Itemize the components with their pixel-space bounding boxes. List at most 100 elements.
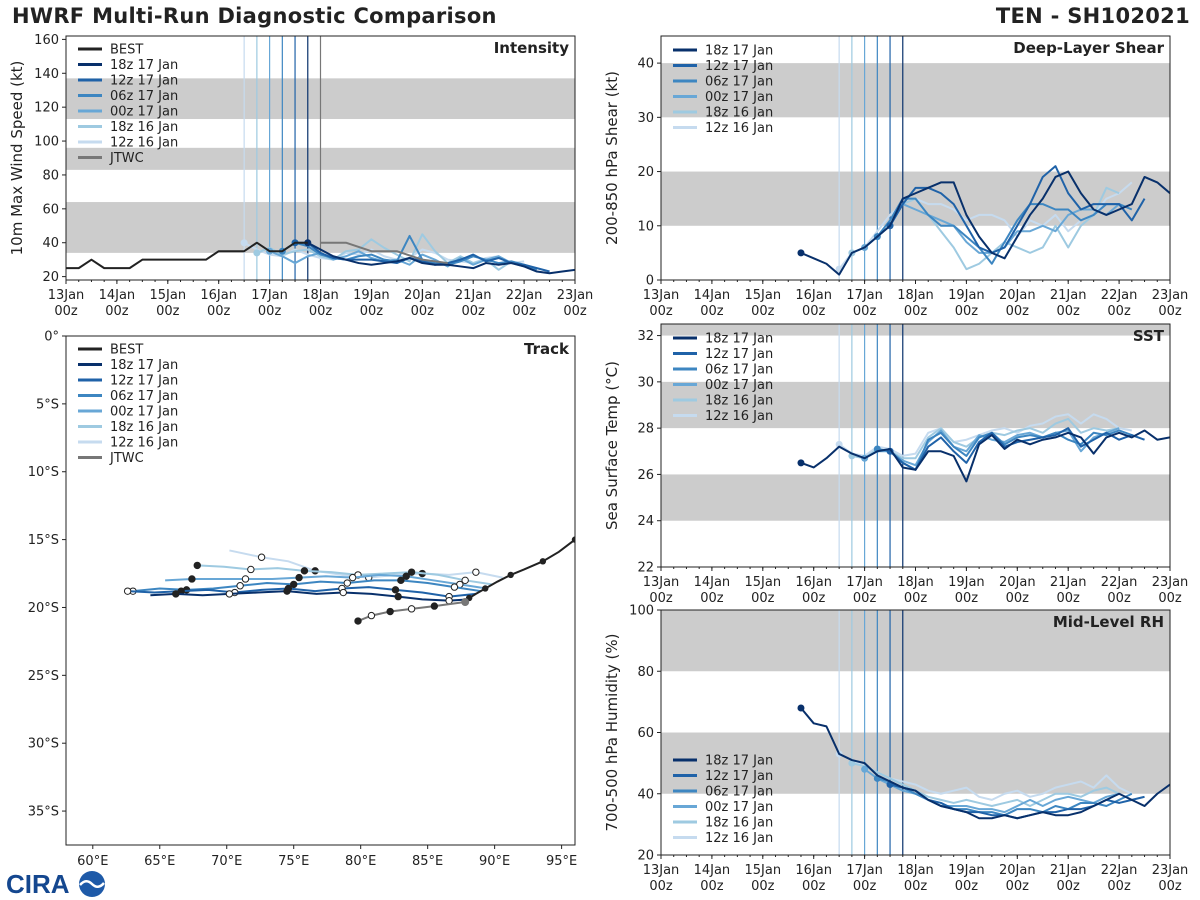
track-point xyxy=(343,579,351,587)
track-point xyxy=(571,536,575,543)
x-tick-label: 00z xyxy=(462,304,486,319)
y-tick-label: 80 xyxy=(42,168,59,183)
x-tick-label: 00z xyxy=(258,304,282,319)
series-line xyxy=(800,707,1170,820)
main-title: HWRF Multi-Run Diagnostic Comparison xyxy=(12,4,497,28)
legend-label: 06z 17 Jan xyxy=(110,389,178,404)
x-tick-label: 21Jan xyxy=(455,288,492,303)
x-tick-label: 14Jan xyxy=(694,863,731,878)
x-tick-label: 00z xyxy=(751,591,775,606)
y-tick-label: 60 xyxy=(42,202,59,217)
series-line xyxy=(800,429,1170,483)
x-tick-label: 00z xyxy=(700,591,724,606)
y-tick-label: 140 xyxy=(34,67,59,82)
legend-label: 12z 16 Jan xyxy=(110,136,178,151)
x-tick-label: 00z xyxy=(1006,591,1030,606)
x-tick-label: 80°E xyxy=(345,854,376,869)
y-tick-label: 15°S xyxy=(28,533,59,548)
y-tick-label: 30 xyxy=(637,375,654,390)
track-point xyxy=(450,583,459,591)
track-point xyxy=(367,611,376,620)
series-line xyxy=(877,429,1133,471)
x-tick-label: 13Jan xyxy=(48,288,85,303)
series-start-point xyxy=(253,249,261,257)
legend-label: 12z 16 Jan xyxy=(705,831,773,846)
x-tick-label: 23Jan xyxy=(1152,288,1189,303)
series-start-point xyxy=(240,239,248,247)
track-point xyxy=(290,580,298,589)
track-current-position xyxy=(461,598,470,607)
y-tick-label: 40 xyxy=(637,787,654,802)
x-tick-label: 85°E xyxy=(412,854,443,869)
y-tick-label: 20 xyxy=(637,849,654,864)
y-tick-label: 30 xyxy=(637,111,654,126)
panel-shear: 01020304013Jan00z14Jan00z15Jan00z16Jan00… xyxy=(603,35,1189,319)
x-tick-label: 00z xyxy=(1057,879,1081,894)
track-point xyxy=(339,588,347,597)
y-tick-label: 30°S xyxy=(28,737,59,752)
y-axis-label: 200-850 hPa Shear (kt) xyxy=(603,71,621,245)
y-tick-label: 40 xyxy=(637,57,654,72)
series-line xyxy=(864,768,1120,814)
series-line xyxy=(295,241,550,273)
legend-label: 06z 17 Jan xyxy=(705,75,773,90)
x-tick-label: 00z xyxy=(1057,591,1081,606)
y-tick-label: 5°S xyxy=(36,397,59,412)
series-line xyxy=(320,241,448,265)
x-tick-label: 00z xyxy=(105,304,129,319)
x-tick-label: 00z xyxy=(1158,591,1182,606)
series-start-point xyxy=(797,704,805,712)
x-tick-label: 95°E xyxy=(546,854,577,869)
x-tick-label: 00z xyxy=(1158,304,1182,319)
y-tick-label: 100 xyxy=(34,135,59,150)
legend-label: 06z 17 Jan xyxy=(705,785,773,800)
x-tick-label: 00z xyxy=(802,304,826,319)
x-tick-label: 23Jan xyxy=(1152,863,1189,878)
series-start-point xyxy=(835,440,843,448)
x-tick-label: 00z xyxy=(700,304,724,319)
panel-track: 0° 5°S 10°S 15°S 20°S 25°S 30°S 35°S 60°E 65°E 70°… xyxy=(28,330,578,870)
x-tick-label: 15Jan xyxy=(745,288,782,303)
legend-label: JTWC xyxy=(109,451,144,466)
x-tick-label: 19Jan xyxy=(948,575,985,590)
legend-label: 12z 17 Jan xyxy=(705,769,773,784)
x-tick-label: 00z xyxy=(563,304,587,319)
x-tick-label: 23Jan xyxy=(1152,575,1189,590)
track-point xyxy=(397,576,405,585)
x-tick-label: 00z xyxy=(649,304,673,319)
x-tick-label: 17Jan xyxy=(846,288,883,303)
x-tick-label: 22Jan xyxy=(1101,288,1138,303)
track-point xyxy=(241,575,250,583)
x-tick-label: 18Jan xyxy=(897,575,934,590)
x-tick-label: 15Jan xyxy=(745,863,782,878)
x-tick-label: 18Jan xyxy=(302,288,339,303)
y-tick-label: 160 xyxy=(34,33,59,48)
track-point xyxy=(407,605,416,613)
threshold-band xyxy=(661,63,1170,118)
x-tick-label: 20Jan xyxy=(404,288,441,303)
x-tick-label: 00z xyxy=(1057,304,1081,319)
x-tick-label: 22Jan xyxy=(1101,575,1138,590)
x-tick-label: 60°E xyxy=(77,854,108,869)
cira-logo: CIRA xyxy=(6,869,105,899)
legend-label: 12z 16 Jan xyxy=(705,121,773,136)
legend-label: 18z 16 Jan xyxy=(110,120,178,135)
legend-label: 18z 17 Jan xyxy=(110,58,178,73)
y-tick-label: 20°S xyxy=(28,601,59,616)
x-tick-label: 20Jan xyxy=(999,863,1036,878)
series-line xyxy=(889,165,1146,254)
series-line xyxy=(800,170,1170,276)
x-tick-label: 90°E xyxy=(479,854,510,869)
x-tick-label: 00z xyxy=(904,591,928,606)
x-tick-label: 15Jan xyxy=(745,575,782,590)
x-tick-label: 17Jan xyxy=(251,288,288,303)
legend-label: 18z 17 Jan xyxy=(705,754,773,769)
y-tick-label: 24 xyxy=(637,514,654,529)
y-tick-label: 80 xyxy=(637,665,654,680)
legend-label: 18z 16 Jan xyxy=(705,106,773,121)
x-tick-label: 22Jan xyxy=(1101,863,1138,878)
